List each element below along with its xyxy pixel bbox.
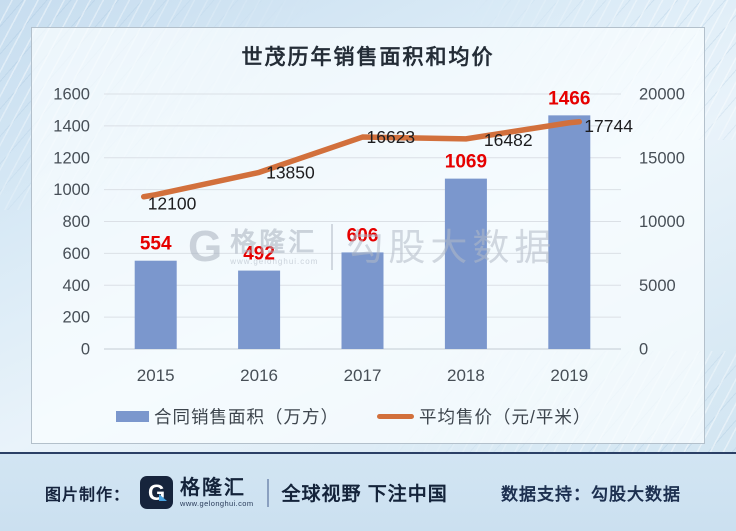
legend-label-contract-area: 合同销售面积（万方）: [154, 407, 339, 427]
line-value-label: 12100: [148, 194, 197, 214]
line-value-label: 16482: [484, 130, 533, 150]
gelonghui-logo-icon: G: [140, 476, 174, 509]
left-axis-tick-label: 0: [81, 341, 90, 359]
legend-item-average-price: 平均售价（元/平米）: [377, 404, 591, 429]
footer-branding: 图片制作： G 格隆汇 www.gelonghui.com 全球视野 下注中国: [45, 476, 448, 509]
right-axis-tick-label: 0: [639, 341, 648, 359]
legend-label-average-price: 平均售价（元/平米）: [419, 407, 592, 427]
x-axis-tick-label: 2015: [137, 366, 175, 385]
bar-2018: [444, 178, 487, 349]
x-axis-tick-label: 2017: [344, 366, 382, 385]
bar-value-label: 554: [140, 234, 172, 255]
left-axis-tick-label: 1200: [53, 149, 90, 167]
right-axis-tick-label: 20000: [639, 86, 685, 104]
bar-series-swatch: [116, 411, 149, 422]
made-by-label: 图片制作：: [45, 486, 131, 504]
footer-vertical-divider: [266, 478, 269, 507]
x-axis-tick-label: 2016: [240, 366, 278, 385]
left-axis-tick-label: 200: [62, 309, 90, 327]
chart-title: 世茂历年销售面积和均价: [241, 46, 495, 69]
x-axis-tick-label: 2018: [447, 366, 485, 385]
bar-2016: [238, 270, 281, 349]
line-value-label: 16623: [367, 127, 416, 147]
bar-2017: [341, 252, 384, 349]
left-axis-tick-label: 1600: [53, 86, 90, 104]
price-line: [140, 119, 583, 200]
footer-data-support: 数据支持：勾股大数据: [501, 480, 681, 505]
legend-item-contract-area: 合同销售面积（万方）: [116, 404, 339, 429]
chart-legend: 合同销售面积（万方） 平均售价（元/平米）: [116, 404, 591, 429]
bar-2015: [134, 260, 177, 349]
left-axis-tick-label: 1400: [53, 117, 90, 135]
data-support-label: 数据支持：勾股大数据: [501, 485, 681, 504]
right-axis-tick-label: 10000: [639, 213, 685, 231]
footer: 图片制作： G 格隆汇 www.gelonghui.com 全球视野 下注中国 …: [0, 454, 736, 531]
line-series-swatch: [377, 414, 414, 419]
line-value-label: 17744: [584, 116, 633, 136]
left-axis-tick-label: 600: [62, 245, 90, 263]
logo-accent-triangle: [159, 494, 168, 501]
left-axis-tick-label: 800: [62, 213, 90, 231]
brand-name: 格隆汇: [180, 476, 247, 499]
bar-value-label: 1069: [445, 152, 487, 173]
bar-value-label: 606: [347, 225, 379, 246]
right-axis-tick-label: 5000: [639, 277, 676, 295]
brand-url: www.gelonghui.com: [180, 498, 254, 508]
x-axis-tick-label: 2019: [550, 366, 588, 385]
chart-panel: 0 200 400 600 800 1000 1200 1400 1600 0 5000 10000 1…: [31, 27, 705, 444]
footer-divider-line: [0, 452, 736, 454]
line-value-label: 13850: [266, 162, 315, 182]
bar-value-label: 1466: [548, 88, 590, 109]
sales-combo-chart: 0 200 400 600 800 1000 1200 1400 1600 0 5000 10000 1…: [53, 86, 685, 386]
bar-2019: [548, 115, 591, 349]
brand-slogan: 全球视野 下注中国: [281, 484, 448, 505]
brand-block: 格隆汇 www.gelonghui.com: [180, 478, 254, 508]
bar-value-label: 492: [243, 244, 275, 265]
right-axis-tick-label: 15000: [639, 149, 685, 167]
left-axis-tick-label: 400: [62, 277, 90, 295]
left-axis-tick-label: 1000: [53, 181, 90, 199]
